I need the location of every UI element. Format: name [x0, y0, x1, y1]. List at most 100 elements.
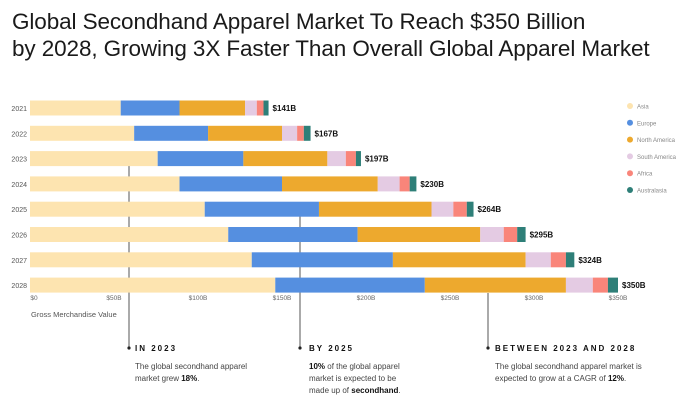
bar-segment-north-america — [282, 176, 378, 192]
bar-segment-europe — [120, 100, 180, 116]
legend-swatch — [627, 187, 633, 193]
bar-segment-europe — [275, 277, 425, 293]
annotation-bold: 12% — [607, 374, 624, 383]
total-label: $295B — [530, 231, 554, 240]
bar-segment-south-america — [431, 201, 454, 217]
bar-segment-africa — [453, 201, 467, 217]
annotation-heading: BY 2025 — [309, 344, 354, 353]
bar-segment-australasia — [466, 201, 474, 217]
bar-segment-europe — [179, 176, 282, 192]
bar-segment-asia — [30, 125, 135, 141]
bar-segment-asia — [30, 227, 229, 242]
year-label: 2023 — [11, 157, 27, 164]
x-tick-label: $100B — [189, 295, 208, 302]
total-label: $141B — [273, 104, 297, 113]
title-line-1: Global Secondhand Apparel Market To Reac… — [12, 9, 586, 34]
x-tick-label: $150B — [273, 295, 292, 302]
x-axis-label: Gross Merchandise Value — [31, 310, 117, 319]
bar-segment-africa — [399, 176, 410, 192]
annotation-heading: IN 2023 — [135, 344, 178, 353]
annotation-2023-2028: BETWEEN 2023 AND 2028 The global secondh… — [495, 343, 645, 385]
legend-label: Australasia — [637, 189, 667, 195]
legend-label: South America — [637, 155, 677, 161]
annotation-text: . — [623, 374, 627, 383]
total-label: $350B — [622, 281, 646, 290]
annotation-text: of the global apparel market is expected… — [309, 362, 400, 395]
bar-segment-south-america — [565, 277, 593, 293]
bar-segment-north-america — [392, 252, 526, 268]
bar-segment-south-america — [377, 176, 400, 192]
x-tick-label: $350B — [609, 295, 628, 302]
bar-segment-africa — [592, 277, 608, 293]
year-label: 2028 — [11, 283, 27, 290]
year-label: 2022 — [11, 131, 27, 138]
chart-title: Global Secondhand Apparel Market To Reac… — [12, 8, 650, 62]
bar-segment-australasia — [565, 252, 575, 268]
bar-segment-europe — [134, 125, 209, 141]
annotation-text: . — [398, 386, 401, 395]
bar-segment-australasia — [263, 100, 269, 116]
title-line-2: by 2028, Growing 3X Faster Than Overall … — [12, 36, 650, 61]
bar-segment-south-america — [525, 252, 551, 268]
legend-swatch — [627, 103, 633, 109]
bar-segment-australasia — [355, 151, 361, 167]
annotation-bold: 10% — [309, 362, 326, 371]
x-tick-label: $50B — [106, 295, 121, 302]
annotation-dot — [486, 346, 490, 350]
bar-segment-africa — [503, 227, 518, 242]
legend-swatch — [627, 119, 633, 126]
annotation-dot — [298, 346, 302, 350]
year-label: 2027 — [11, 258, 27, 265]
bar-segment-asia — [30, 176, 180, 192]
bar-segment-africa — [256, 100, 264, 116]
x-tick-label: $200B — [357, 295, 376, 302]
bar-segment-asia — [30, 201, 205, 217]
bar-segment-north-america — [424, 277, 566, 293]
bar-segment-asia — [30, 252, 252, 268]
annotation-bold: secondhand — [351, 386, 399, 395]
annotation-2023: IN 2023 The global secondhand apparel ma… — [135, 343, 255, 385]
bar-segment-australasia — [517, 227, 526, 242]
bar-segment-south-america — [282, 125, 298, 141]
bar-segment-asia — [30, 277, 276, 293]
annotation-text: The global secondhand apparel market is … — [495, 362, 642, 383]
total-label: $264B — [478, 205, 502, 214]
bar-segment-australasia — [303, 125, 311, 141]
annotation-dot — [127, 346, 131, 350]
total-label: $167B — [315, 129, 339, 138]
annotation-bold: 18% — [181, 374, 198, 383]
x-tick-label: $300B — [525, 295, 544, 302]
legend-label: North America — [637, 138, 676, 144]
annotation-text: . — [197, 374, 200, 383]
bar-segment-north-america — [208, 125, 282, 141]
annotation-text: The global secondhand apparel market gre… — [135, 362, 248, 383]
annotation-2025: BY 2025 10% of the global apparel market… — [309, 343, 404, 397]
year-label: 2024 — [11, 182, 27, 189]
bar-segment-europe — [251, 252, 393, 268]
total-label: $197B — [365, 155, 389, 164]
bar-segment-south-america — [327, 151, 346, 167]
legend-swatch — [627, 153, 633, 160]
bar-segment-south-america — [480, 227, 504, 242]
bar-segment-north-america — [179, 100, 246, 116]
total-label: $230B — [420, 180, 444, 189]
total-label: $324B — [578, 256, 602, 265]
bar-segment-europe — [157, 151, 244, 167]
bar-segment-asia — [30, 100, 121, 116]
x-tick-label: $250B — [441, 295, 460, 302]
bar-segment-asia — [30, 151, 158, 167]
bar-segment-australasia — [409, 176, 417, 192]
year-label: 2026 — [11, 233, 27, 240]
bar-segment-australasia — [607, 277, 618, 293]
legend-swatch — [627, 136, 633, 143]
legend-swatch — [627, 170, 633, 177]
bar-segment-africa — [550, 252, 566, 268]
legend-label: Africa — [637, 172, 653, 178]
annotation-heading: BETWEEN 2023 AND 2028 — [495, 344, 637, 353]
year-label: 2021 — [11, 106, 27, 113]
bar-segment-north-america — [243, 151, 328, 167]
bar-segment-north-america — [357, 227, 481, 242]
bar-segment-europe — [228, 227, 358, 242]
bar-segment-africa — [297, 125, 304, 141]
